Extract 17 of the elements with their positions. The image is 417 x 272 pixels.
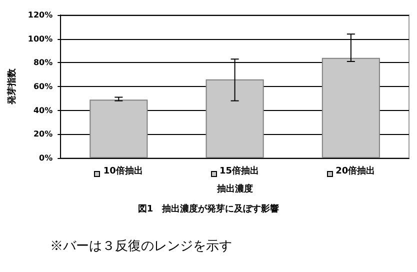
text: 図1 抽出濃度が発芽に及ぼす影響 xyxy=(138,204,280,214)
y-tick-label: 0% xyxy=(39,154,53,162)
x-axis-title: 抽出濃度 xyxy=(216,184,253,194)
y-tick-label: 100% xyxy=(28,34,53,44)
bar xyxy=(322,58,380,158)
y-tick-label: 40% xyxy=(33,106,53,115)
y-tick-label: 80% xyxy=(33,58,53,68)
y-tick-label: 20% xyxy=(33,130,53,139)
text: ※バーは３反復のレンジを示す xyxy=(50,239,232,254)
bar xyxy=(206,79,264,158)
x-tick-label: 20倍抽出 xyxy=(336,166,376,176)
y-tick-label: 60% xyxy=(33,82,53,91)
y-tick-label: 120% xyxy=(28,10,53,20)
x-tick-label: 15倍抽出 xyxy=(220,166,260,176)
x-tick-label: 10倍抽出 xyxy=(103,166,143,176)
bar xyxy=(90,100,148,158)
y-axis-title: 発芽指数 xyxy=(6,68,18,106)
